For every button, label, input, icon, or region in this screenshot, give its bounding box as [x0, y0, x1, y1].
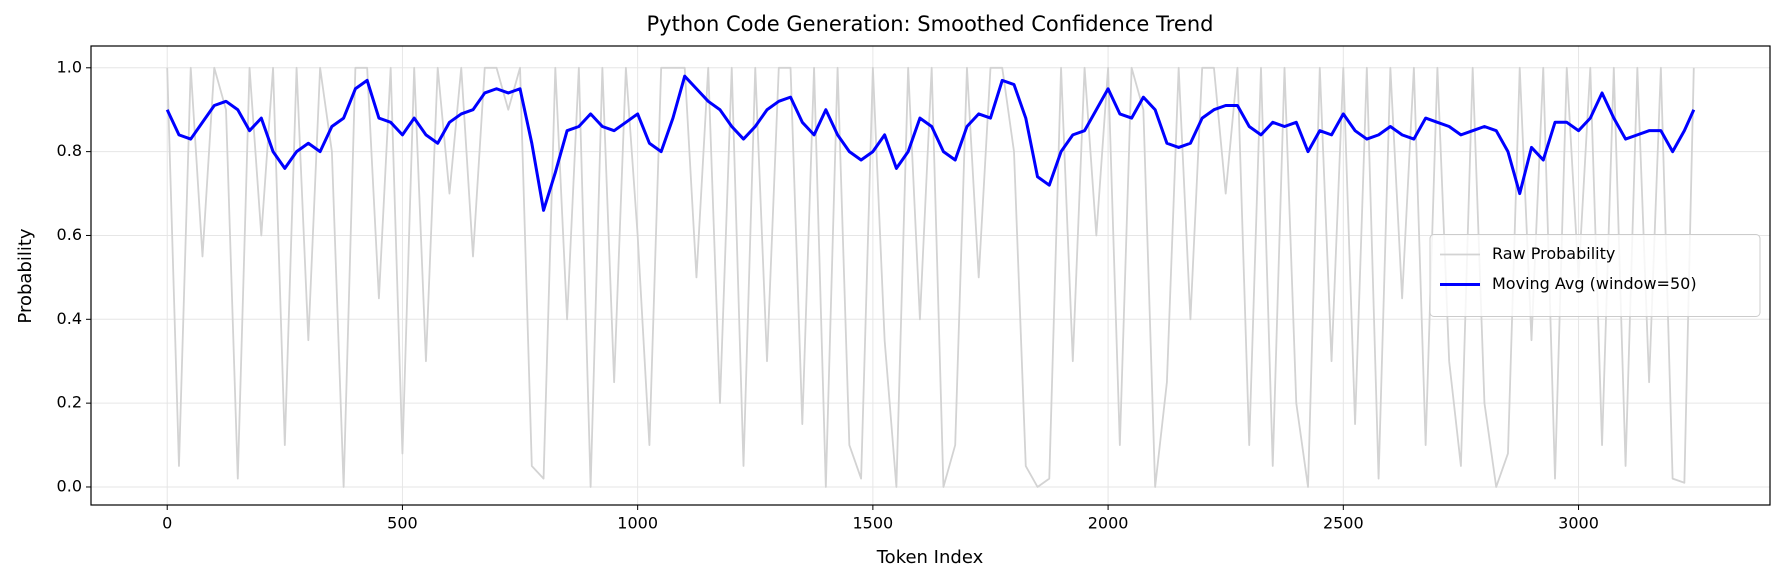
x-tick-label: 2500 [1323, 514, 1364, 533]
x-tick-label: 1500 [853, 514, 894, 533]
x-axis-label: Token Index [876, 547, 984, 568]
legend-label: Raw Probability [1492, 244, 1615, 263]
x-tick-label: 1000 [617, 514, 658, 533]
y-tick-label: 0.4 [57, 309, 82, 328]
y-tick-label: 1.0 [57, 57, 82, 76]
y-axis-label: Probability [15, 228, 36, 323]
plot-frame [90, 45, 1771, 506]
x-tick-label: 3000 [1558, 514, 1599, 533]
legend-box [1429, 234, 1761, 317]
x-tick-label: 2000 [1088, 514, 1129, 533]
y-tick-label: 0.6 [57, 225, 82, 244]
series-line [165, 74, 1696, 212]
series-line [166, 66, 1695, 488]
y-tick-label: 0.2 [57, 393, 82, 412]
legend-label: Moving Avg (window=50) [1492, 274, 1697, 293]
y-tick-label: 0.0 [57, 476, 82, 495]
y-tick-label: 0.8 [57, 141, 82, 160]
legend: Raw Probability Moving Avg (window=50) [1429, 234, 1761, 317]
chart-title: Python Code Generation: Smoothed Confide… [647, 12, 1214, 36]
x-tick-label: 500 [387, 514, 418, 533]
x-tick-label: 0 [162, 514, 172, 533]
